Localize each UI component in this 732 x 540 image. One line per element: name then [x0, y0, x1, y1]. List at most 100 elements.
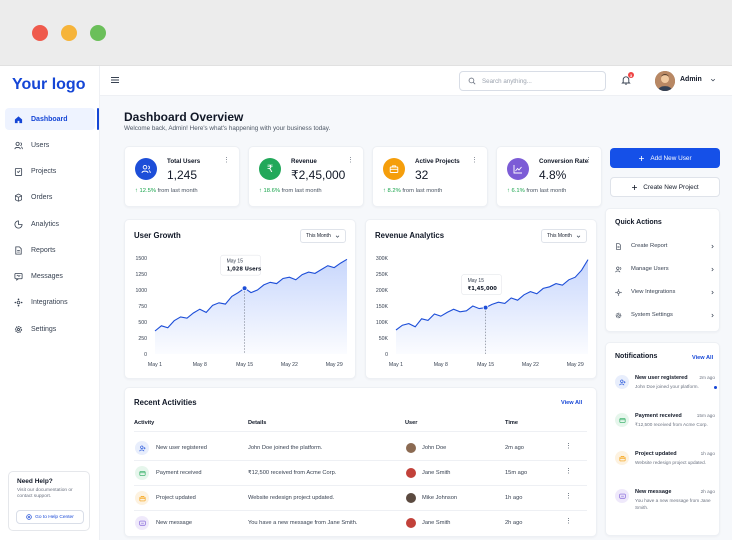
help-icon	[26, 514, 32, 520]
avatar[interactable]	[655, 71, 675, 91]
stat-value: ₹2,45,000	[291, 168, 346, 182]
table-row[interactable]: New message You have a new message from …	[125, 512, 598, 534]
table-row[interactable]: New user registered John Doe joined the …	[125, 437, 598, 459]
area-fill	[155, 259, 347, 354]
add-user-label: Add New User	[650, 154, 692, 162]
notifications-view-all-link[interactable]: View All	[692, 355, 714, 361]
arrow-up-icon: ↑	[507, 188, 510, 194]
users-icon	[135, 158, 157, 180]
more-options-icon[interactable]: ⋮	[565, 443, 572, 450]
more-options-icon[interactable]: ⋮	[585, 157, 592, 164]
column-header-user[interactable]: User	[405, 420, 418, 426]
x-tick-label: May 1	[389, 362, 403, 368]
arrow-up-icon: ↑	[259, 188, 262, 194]
y-tick-label: 300K	[376, 256, 389, 262]
more-options-icon[interactable]: ⋮	[565, 518, 572, 525]
series-line	[395, 259, 589, 331]
avatar	[406, 468, 416, 478]
row-divider	[134, 460, 587, 461]
series-line	[154, 258, 348, 332]
y-tick-label: 100K	[376, 320, 389, 326]
stat-value: 32	[415, 168, 429, 182]
notifications-title: Notifications	[615, 353, 658, 360]
recent-activities-title: Recent Activities	[134, 398, 197, 407]
main-content: Dashboard Overview Welcome back, Admin! …	[100, 96, 732, 540]
create-project-button[interactable]: Create New Project	[610, 177, 720, 197]
close-window-button[interactable]	[32, 25, 48, 41]
highlight-point[interactable]	[241, 285, 248, 292]
revenue-plot: 0 50K 100K 150K 200K 250K 300K May 1 May 8 May 15…	[376, 256, 589, 368]
bell-icon[interactable]	[621, 75, 631, 85]
sidebar-item-label: Dashboard	[31, 115, 68, 123]
integrations-icon	[615, 288, 622, 296]
notification-item[interactable]: New user registered John Doe joined your…	[615, 375, 717, 405]
users-icon	[14, 141, 23, 150]
user-cell: John Doe	[422, 445, 447, 451]
quick-action-view-integrations[interactable]: View Integrations	[615, 286, 715, 298]
table-row[interactable]: Project updated Website redesign project…	[125, 487, 598, 509]
sidebar-item-orders[interactable]: Orders	[5, 186, 95, 208]
table-row[interactable]: Payment received ₹12,500 received from A…	[125, 462, 598, 484]
column-header-details[interactable]: Details	[248, 420, 267, 426]
period-select[interactable]: This Month	[300, 229, 346, 243]
notification-item[interactable]: Project updated Website redesign project…	[615, 451, 715, 481]
period-select[interactable]: This Month	[541, 229, 587, 243]
y-tick-label: 500	[138, 320, 147, 326]
users-icon	[615, 266, 622, 272]
details-cell: You have a new message from Jane Smith.	[248, 520, 358, 526]
document-icon	[14, 245, 23, 255]
minimize-window-button[interactable]	[61, 25, 77, 41]
menu-icon[interactable]	[110, 75, 120, 85]
sidebar-item-label: Orders	[31, 193, 53, 201]
sidebar-item-projects[interactable]: Projects	[5, 160, 95, 182]
sidebar-item-settings[interactable]: Settings	[5, 318, 95, 340]
help-center-button[interactable]: Go to Help Center	[16, 510, 84, 524]
more-options-icon[interactable]: ⋮	[471, 157, 478, 164]
x-tick-label: May 15	[477, 362, 494, 368]
tooltip-label: May 15	[468, 278, 485, 284]
chevron-down-icon[interactable]	[710, 77, 716, 83]
notification-item[interactable]: New message You have a new message from …	[615, 489, 715, 523]
y-tick-label: 150K	[376, 304, 389, 310]
more-options-icon[interactable]: ⋮	[223, 157, 230, 164]
notification-item[interactable]: Payment received ₹12,500 received from A…	[615, 413, 715, 443]
more-options-icon[interactable]: ⋮	[565, 493, 572, 500]
user-name[interactable]: Admin	[680, 76, 702, 83]
y-tick-label: 1000	[135, 288, 147, 294]
sidebar-item-users[interactable]: Users	[5, 134, 95, 156]
sidebar: Your logo Dashboard Users Projects Order…	[0, 66, 100, 540]
quick-action-create-report[interactable]: Create Report	[615, 240, 715, 252]
sidebar-item-messages[interactable]: Messages	[5, 265, 95, 287]
more-options-icon[interactable]: ⋮	[347, 157, 354, 164]
quick-action-manage-users[interactable]: Manage Users	[615, 263, 715, 275]
maximize-window-button[interactable]	[90, 25, 106, 41]
tooltip-value: ₹1,45,000	[468, 286, 498, 292]
sidebar-item-integrations[interactable]: Integrations	[5, 291, 95, 313]
chevron-right-icon	[711, 267, 714, 271]
sidebar-item-dashboard[interactable]: Dashboard	[5, 108, 99, 130]
more-options-icon[interactable]: ⋮	[565, 468, 572, 475]
revenue-analytics-chart: Revenue Analytics This Month 0 50K 100K 150…	[365, 219, 597, 379]
sidebar-item-label: Integrations	[31, 298, 68, 306]
activities-view-all-link[interactable]: View All	[561, 400, 583, 406]
search-input[interactable]	[482, 77, 592, 85]
column-header-time[interactable]: Time	[505, 420, 518, 426]
message-icon	[615, 489, 629, 503]
x-tick-label: May 1	[148, 362, 162, 368]
chevron-down-icon	[576, 235, 581, 238]
stat-card-active-projects: Active Projects 32 ⋮ ↑ 8.2% from last mo…	[372, 146, 488, 207]
stat-trend: ↑ 12.5% from last month	[135, 188, 198, 194]
highlight-point[interactable]	[482, 304, 489, 311]
stat-card-revenue: ₹ Revenue ₹2,45,000 ⋮ ↑ 18.6% from last …	[248, 146, 364, 207]
add-user-button[interactable]: Add New User	[610, 148, 720, 168]
activity-cell: Project updated	[156, 495, 196, 501]
chevron-right-icon	[711, 244, 714, 248]
recent-activities-table: Recent Activities View All Activity Deta…	[124, 387, 597, 537]
sidebar-item-analytics[interactable]: Analytics	[5, 213, 95, 235]
quick-action-system-settings[interactable]: System Settings	[615, 309, 715, 321]
sidebar-item-reports[interactable]: Reports	[5, 239, 95, 261]
stat-card-conversion-rate: Conversion Rate 4.8% ⋮ ↑ 6.1% from last …	[496, 146, 602, 207]
arrow-up-icon: ↑	[383, 188, 386, 194]
column-header-activity[interactable]: Activity	[134, 420, 155, 426]
message-icon	[135, 516, 149, 530]
